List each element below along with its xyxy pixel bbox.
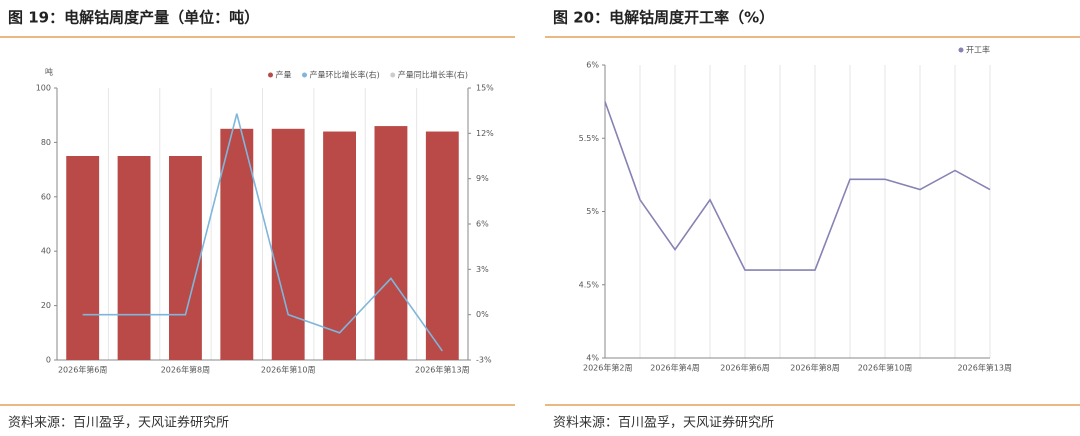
y2-tick-label: 0% — [476, 310, 489, 319]
figure-title: 图 19：电解钴周度产量（单位：吨） — [8, 9, 259, 27]
legend-swatch — [268, 72, 273, 78]
series-line — [604, 101, 991, 271]
bar — [117, 156, 151, 360]
y-tick-label: 80 — [41, 138, 51, 147]
legend-swatch — [302, 72, 307, 78]
source: 资料来源：百川盈孚，天风证券研究所 — [8, 415, 229, 431]
x-tick-label: 2026年第10周 — [858, 363, 913, 373]
y2-tick-label: -3% — [476, 356, 492, 365]
bar — [323, 131, 357, 360]
figure-title: 图 20：电解钴周度开工率（%） — [553, 9, 774, 27]
y-tick-label: 4% — [586, 354, 599, 363]
y2-tick-label: 12% — [476, 129, 494, 138]
y-tick-label: 40 — [41, 247, 51, 256]
bar — [374, 126, 408, 360]
x-tick-label: 2026年第8周 — [790, 363, 839, 373]
x-tick-label: 2026年第6周 — [58, 365, 107, 375]
bar — [425, 131, 459, 360]
x-tick-label: 2026年第13周 — [957, 363, 1012, 373]
legend-swatch — [958, 47, 964, 53]
x-tick-label: 2026年第10周 — [261, 365, 316, 375]
y-tick-label: 4.5% — [579, 280, 600, 289]
y-tick-label: 60 — [41, 192, 51, 201]
legend-label: 产量环比增长率(右) — [310, 70, 380, 80]
bar — [220, 128, 254, 360]
bar — [168, 156, 202, 360]
legend-label: 产量 — [276, 70, 292, 80]
bar — [66, 156, 100, 360]
y-unit: 吨 — [45, 67, 53, 77]
bar — [271, 128, 305, 360]
y-tick-label: 0 — [46, 356, 51, 365]
y2-tick-label: 9% — [476, 174, 489, 183]
y2-tick-label: 15% — [476, 84, 494, 93]
x-tick-label: 2026年第13周 — [415, 365, 470, 375]
y-tick-label: 5.5% — [579, 134, 600, 143]
x-tick-label: 2026年第2周 — [583, 363, 632, 373]
y-tick-label: 20 — [41, 301, 51, 310]
x-tick-label: 2026年第6周 — [720, 363, 769, 373]
legend-label: 开工率 — [966, 45, 990, 55]
y-tick-label: 100 — [36, 84, 51, 93]
source: 资料来源：百川盈孚，天风证券研究所 — [553, 415, 774, 431]
y-tick-label: 6% — [586, 61, 599, 70]
y-tick-label: 5% — [586, 207, 599, 216]
legend-swatch — [390, 72, 396, 78]
y2-tick-label: 6% — [476, 220, 489, 229]
legend-label: 产量同比增长率(右) — [398, 70, 468, 80]
x-tick-label: 2026年第4周 — [650, 363, 699, 373]
series-line — [82, 113, 443, 352]
x-tick-label: 2026年第8周 — [161, 365, 210, 375]
y2-tick-label: 3% — [476, 265, 489, 274]
